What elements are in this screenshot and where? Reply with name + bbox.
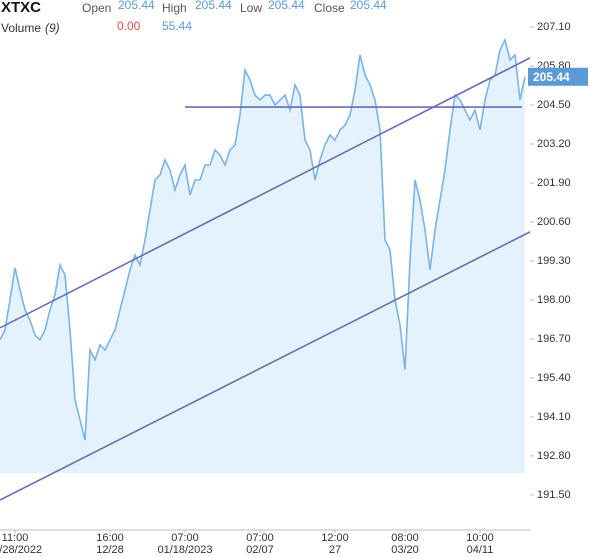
quote-label: High — [162, 1, 187, 15]
y-tick-label: 199.30 — [537, 255, 571, 267]
price-tag — [528, 67, 588, 86]
y-tick-label: 201.90 — [537, 177, 571, 189]
y-tick-label: 191.50 — [537, 489, 571, 501]
y-tick-label: 203.20 — [537, 138, 571, 150]
x-tick-label: 11:00 — [2, 532, 29, 544]
y-tick-label: 207.10 — [537, 21, 571, 33]
trend-line — [0, 57, 531, 329]
x-tick-date: 27 — [329, 544, 341, 556]
x-tick-date: 04/11 — [467, 544, 494, 556]
quote-value: 205.44 — [268, 0, 305, 12]
x-tick-label: 12:00 — [321, 532, 349, 544]
volume-label: Volume — [1, 21, 41, 35]
x-tick-label: 07:00 — [171, 532, 199, 544]
x-tick-date: 12/28 — [96, 544, 124, 556]
quote-value: 205.44 — [118, 0, 155, 12]
quote-label: Close — [314, 1, 345, 15]
x-tick-date: 01/18/2023 — [157, 544, 212, 556]
quote-label: Open — [82, 1, 111, 15]
x-tick-label: 16:00 — [96, 532, 124, 544]
volume-value: 55.44 — [162, 19, 192, 33]
quote-label: Low — [240, 1, 262, 15]
x-tick-date: 03/20 — [391, 544, 419, 556]
y-tick-label: 194.10 — [537, 411, 571, 423]
x-tick-label: 08:00 — [391, 532, 419, 544]
price-tag-label: 205.44 — [533, 70, 570, 84]
volume-period: (9) — [45, 21, 60, 35]
trend-line — [0, 231, 531, 501]
quote-value: 205.44 — [350, 0, 387, 12]
y-tick-label: 195.40 — [537, 372, 571, 384]
quote-value: 205.44 — [195, 0, 232, 12]
x-tick-date: 11/28/2022 — [0, 544, 42, 556]
y-tick-label: 196.70 — [537, 333, 571, 345]
volume-change: 0.00 — [117, 19, 141, 33]
area-fill — [0, 39, 525, 474]
x-tick-label: 07:00 — [246, 532, 274, 544]
y-tick-label: 192.80 — [537, 450, 571, 462]
symbol: XTXC — [1, 0, 41, 16]
x-tick-label: 10:00 — [466, 532, 494, 544]
y-tick-label: 204.50 — [537, 99, 571, 111]
price-line — [0, 37, 526, 441]
x-tick-date: 02/07 — [246, 544, 274, 556]
y-tick-label: 198.00 — [537, 294, 571, 306]
y-tick-label: 200.60 — [537, 216, 571, 228]
